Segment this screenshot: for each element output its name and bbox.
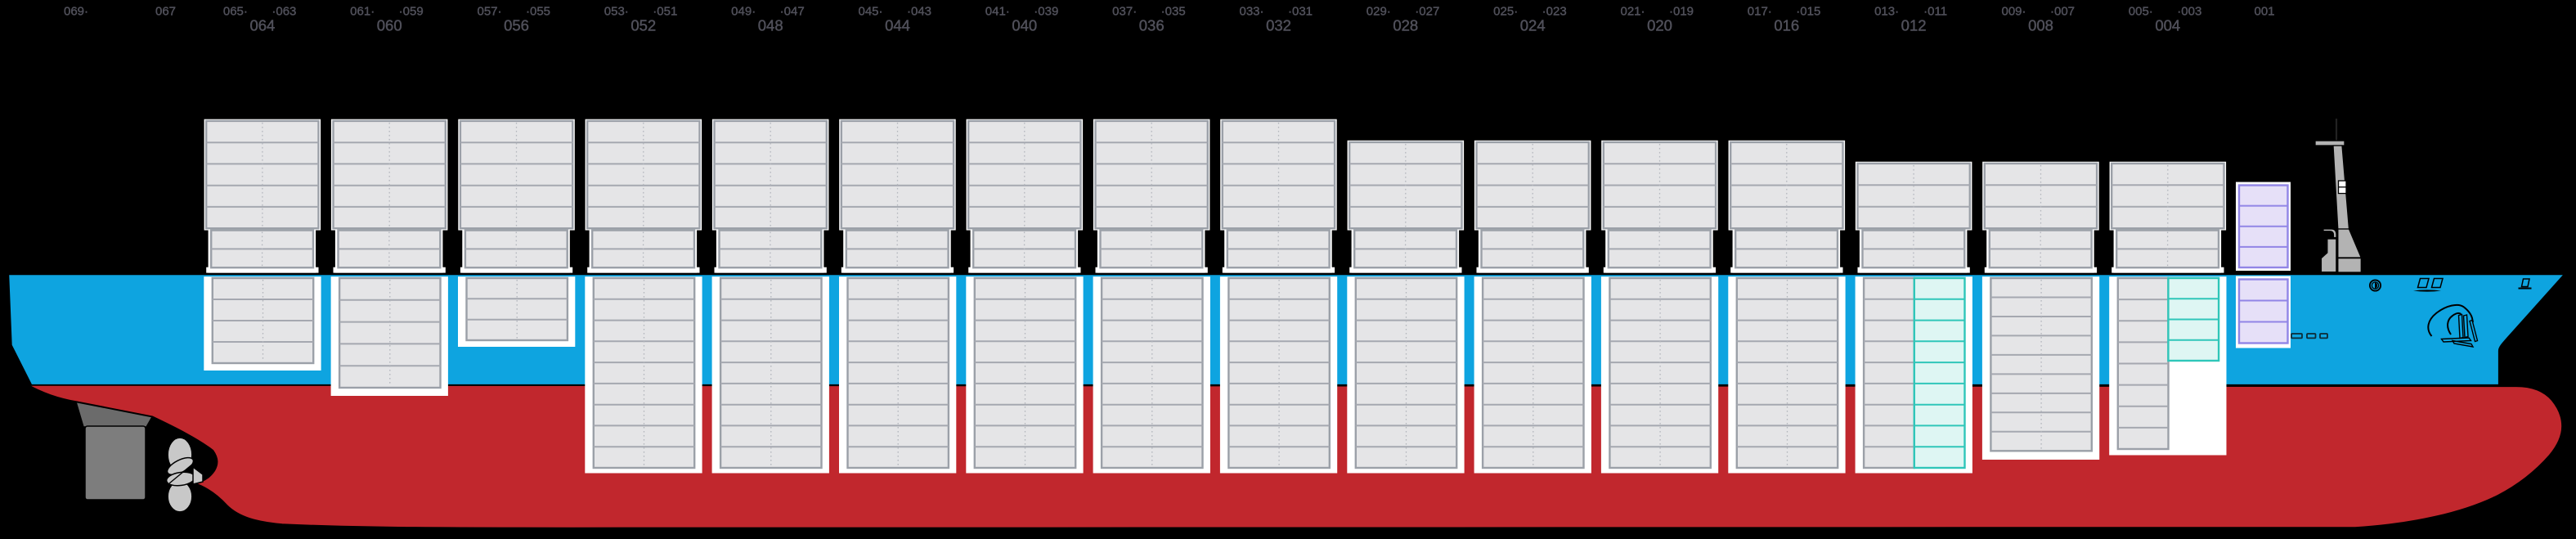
svg-text:069·: 069·	[64, 5, 88, 19]
svg-text:024: 024	[1520, 17, 1546, 34]
svg-text:016: 016	[1774, 17, 1799, 34]
svg-text:008: 008	[2028, 17, 2053, 34]
svg-text:·039: ·039	[1034, 5, 1058, 19]
svg-text:·055: ·055	[526, 5, 550, 19]
svg-text:044: 044	[885, 17, 910, 34]
svg-text:012: 012	[1901, 17, 1927, 34]
svg-text:·059: ·059	[399, 5, 424, 19]
svg-text:025·: 025·	[1493, 5, 1518, 19]
svg-text:037·: 037·	[1112, 5, 1137, 19]
svg-text:065·: 065·	[223, 5, 248, 19]
svg-text:·023: ·023	[1542, 5, 1567, 19]
svg-text:064: 064	[249, 17, 275, 34]
svg-text:·047: ·047	[780, 5, 805, 19]
svg-text:020: 020	[1647, 17, 1672, 34]
svg-text:·031: ·031	[1288, 5, 1313, 19]
svg-text:057·: 057·	[477, 5, 501, 19]
svg-text:·035: ·035	[1161, 5, 1186, 19]
svg-text:049·: 049·	[731, 5, 756, 19]
svg-text:009·: 009·	[2001, 5, 2026, 19]
svg-text:056: 056	[504, 17, 529, 34]
svg-text:·019: ·019	[1669, 5, 1694, 19]
svg-text:052: 052	[631, 17, 656, 34]
svg-text:004: 004	[2155, 17, 2180, 34]
svg-text:·015: ·015	[1796, 5, 1820, 19]
svg-text:067: 067	[155, 5, 176, 19]
svg-text:045·: 045·	[858, 5, 882, 19]
svg-text:053·: 053·	[604, 5, 629, 19]
svg-text:013·: 013·	[1874, 5, 1899, 19]
svg-text:·051: ·051	[653, 5, 677, 19]
svg-text:041·: 041·	[985, 5, 1010, 19]
svg-text:032: 032	[1266, 17, 1291, 34]
svg-text:040: 040	[1012, 17, 1037, 34]
svg-text:005·: 005·	[2129, 5, 2153, 19]
svg-text:048: 048	[758, 17, 783, 34]
svg-text:033·: 033·	[1239, 5, 1263, 19]
svg-text:021·: 021·	[1620, 5, 1645, 19]
svg-text:028: 028	[1393, 17, 1418, 34]
svg-text:·007: ·007	[2050, 5, 2075, 19]
svg-text:001: 001	[2254, 5, 2274, 19]
svg-text:061·: 061·	[350, 5, 375, 19]
svg-text:·043: ·043	[907, 5, 931, 19]
svg-text:·027: ·027	[1415, 5, 1439, 19]
svg-text:·011: ·011	[1923, 5, 1947, 19]
svg-text:·003: ·003	[2177, 5, 2201, 19]
svg-text:·063: ·063	[272, 5, 296, 19]
svg-text:036: 036	[1139, 17, 1165, 34]
svg-text:017·: 017·	[1748, 5, 1772, 19]
svg-text:029·: 029·	[1367, 5, 1391, 19]
svg-text:060: 060	[377, 17, 402, 34]
